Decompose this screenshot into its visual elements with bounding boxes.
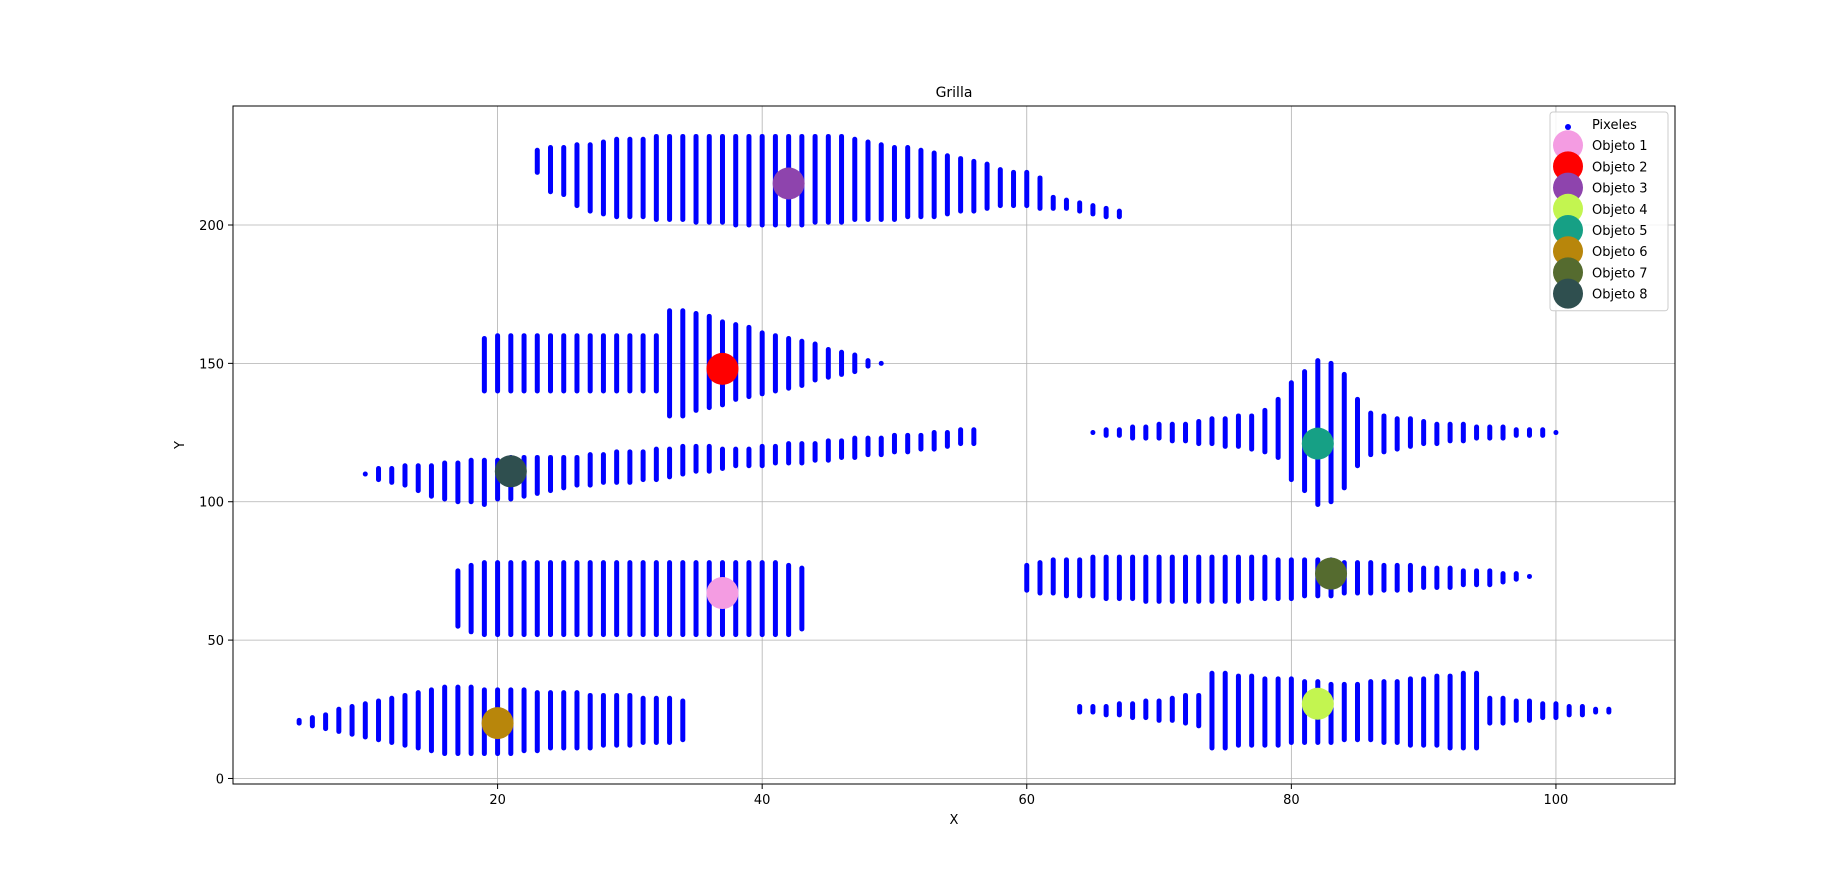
legend-swatch-pixeles <box>1565 124 1571 130</box>
chart-title: Grilla <box>936 85 973 101</box>
object-marker-2 <box>706 352 739 385</box>
legend-label-pixeles: Pixeles <box>1592 118 1637 133</box>
y-tick-label: 200 <box>199 219 224 234</box>
object-marker-7 <box>1315 557 1348 590</box>
legend-swatch-objeto-1 <box>1553 130 1583 161</box>
legend-swatch-objeto-8 <box>1553 278 1583 309</box>
object-marker-5 <box>1301 427 1334 460</box>
y-tick-label: 100 <box>199 496 224 511</box>
object-markers <box>481 167 1348 740</box>
x-tick-label: 20 <box>489 793 506 808</box>
x-tick-label: 60 <box>1018 793 1035 808</box>
legend-swatch-objeto-6 <box>1553 236 1583 267</box>
x-tick-label: 100 <box>1544 793 1569 808</box>
x-tick-label: 40 <box>754 793 771 808</box>
legend-label-objeto-1: Objeto 1 <box>1592 139 1648 154</box>
legend-label-objeto-3: Objeto 3 <box>1592 182 1648 197</box>
legend-label-objeto-4: Objeto 4 <box>1592 203 1648 218</box>
object-marker-8 <box>494 455 527 488</box>
legend-swatch-objeto-4 <box>1553 193 1583 224</box>
x-tick-label: 80 <box>1283 793 1300 808</box>
x-axis-label: X <box>950 813 959 828</box>
object-marker-4 <box>1301 687 1334 720</box>
legend-label-objeto-6: Objeto 6 <box>1592 245 1648 260</box>
y-tick-label: 50 <box>207 634 224 649</box>
pixel-points <box>296 133 1612 757</box>
plot-frame <box>232 105 1676 785</box>
legend-label-objeto-2: Objeto 2 <box>1592 160 1648 175</box>
legend-swatch-objeto-5 <box>1553 215 1583 245</box>
legend-label-objeto-8: Objeto 8 <box>1592 288 1648 303</box>
legend-label-objeto-5: Objeto 5 <box>1592 224 1648 239</box>
legend-swatch-objeto-7 <box>1553 257 1583 288</box>
legend-swatch-objeto-2 <box>1553 151 1583 182</box>
legend: Pixeles Objeto 1 Objeto 2 Objeto 3 Objeto 4 O… <box>1549 111 1669 312</box>
y-tick-label: 150 <box>199 357 224 372</box>
x-axis-ticks: 20 40 60 80 100 <box>489 784 1568 808</box>
object-marker-3 <box>772 167 805 200</box>
legend-label-objeto-7: Objeto 7 <box>1592 266 1648 281</box>
y-axis-ticks: 0 50 100 150 200 <box>199 219 233 787</box>
object-marker-1 <box>706 577 739 610</box>
y-axis-label: Y <box>173 441 188 450</box>
legend-swatch-objeto-3 <box>1553 172 1583 203</box>
y-tick-label: 0 <box>216 772 224 787</box>
object-marker-6 <box>481 707 514 740</box>
